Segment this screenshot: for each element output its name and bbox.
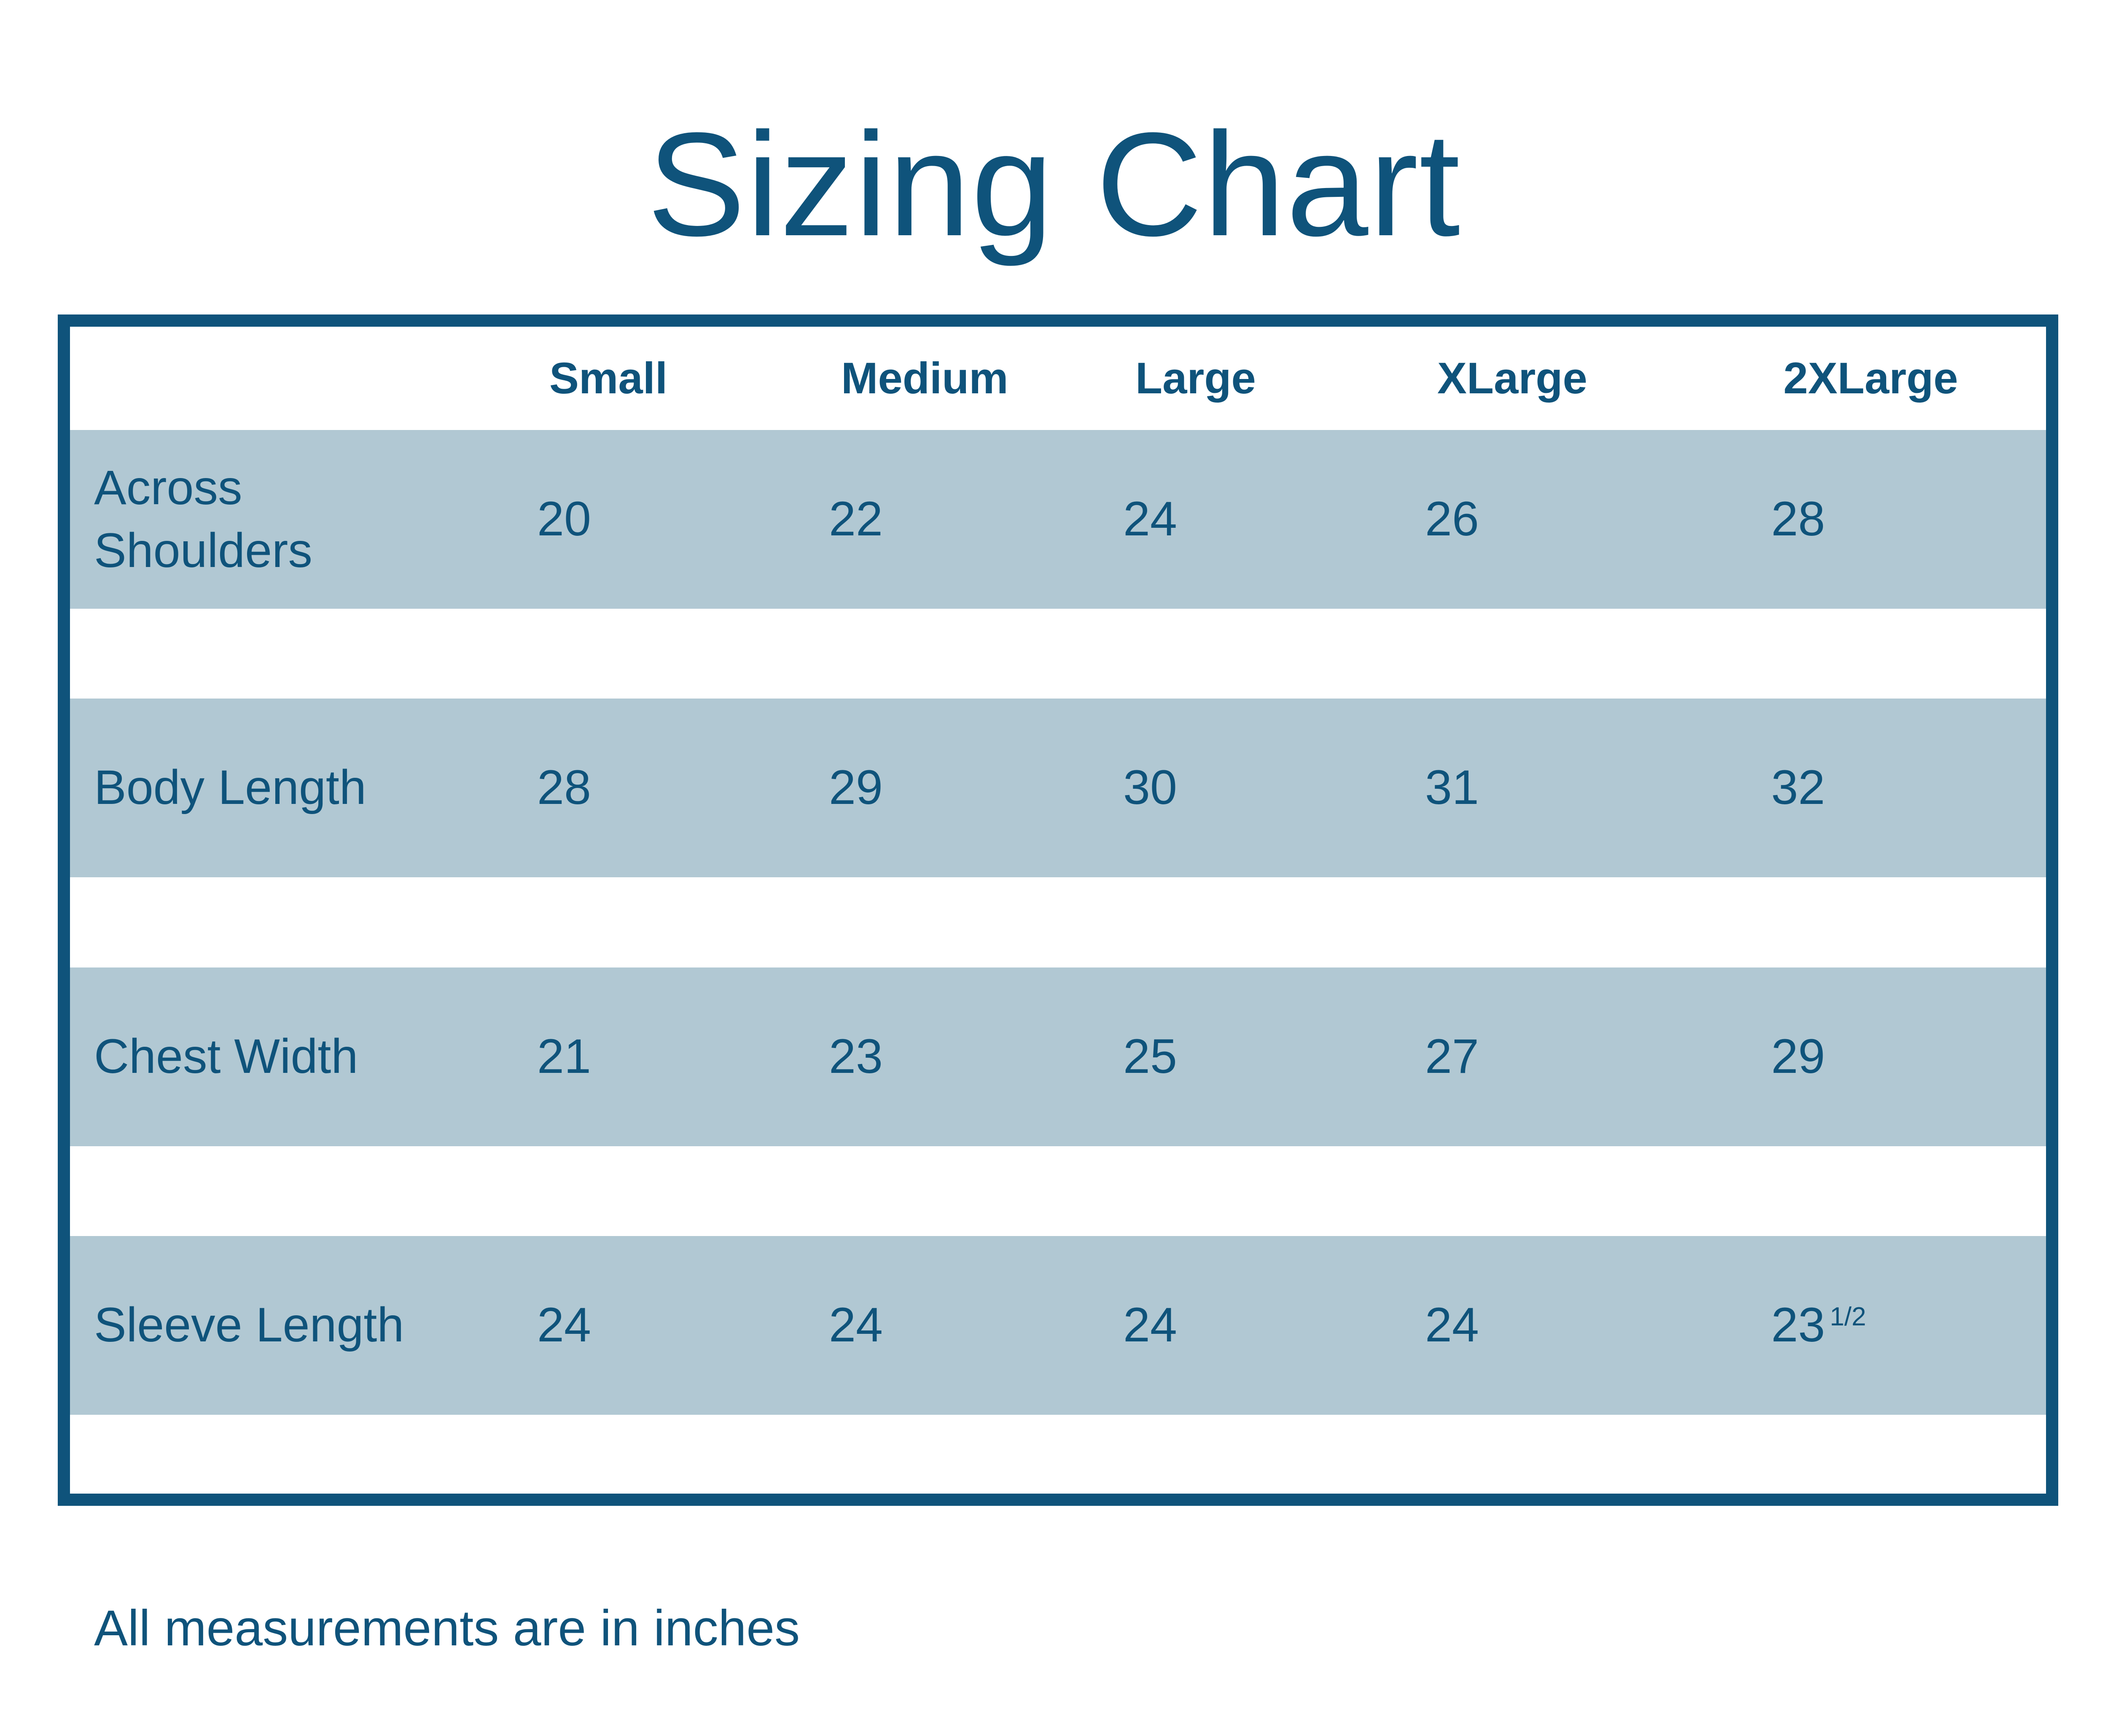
table-row-chest-width: Chest Width 21 23 25 27 29 <box>70 967 2046 1146</box>
value-cell: 22 <box>829 492 883 546</box>
row-spacer <box>70 877 2046 967</box>
value-cell: 25 <box>1123 1029 1177 1084</box>
value-cell: 28 <box>537 761 591 815</box>
column-header-xlarge: XLarge <box>1437 353 1587 403</box>
value-cell: 23 <box>829 1029 883 1084</box>
units-note: All measurements are in inches <box>94 1600 800 1656</box>
column-header-large: Large <box>1135 353 1256 403</box>
value-cell-with-fraction: 23 1/2 <box>1769 1294 2046 1357</box>
value-cell: 26 <box>1425 492 1479 546</box>
fraction-superscript: 1/2 <box>1830 1302 1866 1331</box>
row-label: Sleeve Length <box>94 1298 404 1352</box>
value-cell: 24 <box>1123 1298 1177 1352</box>
value-cell: 29 <box>1771 1029 1825 1084</box>
column-header-medium: Medium <box>841 353 1008 403</box>
value-cell: 31 <box>1425 761 1479 815</box>
row-label: Across Shoulders <box>94 460 312 578</box>
value-cell: 20 <box>537 492 591 546</box>
value-cell: 24 <box>537 1298 591 1352</box>
row-spacer <box>70 1146 2046 1236</box>
table-row-sleeve-length: Sleeve Length 24 24 24 24 23 1/2 <box>70 1236 2046 1415</box>
sizing-table: Small Medium Large XLarge 2XLarge Across… <box>58 314 2058 1506</box>
row-spacer <box>70 609 2046 699</box>
table-row-body-length: Body Length 28 29 30 31 32 <box>70 699 2046 877</box>
page-title: Sizing Chart <box>647 102 1461 267</box>
value-cell: 32 <box>1771 761 1825 815</box>
value-cell: 21 <box>537 1029 591 1084</box>
value-cell: 27 <box>1425 1029 1479 1084</box>
header-row: Small Medium Large XLarge 2XLarge <box>70 327 2046 430</box>
table-row-across-shoulders: Across Shoulders 20 22 24 26 28 <box>70 430 2046 609</box>
column-header-small: Small <box>549 353 668 403</box>
value-cell: 30 <box>1123 761 1177 815</box>
row-label: Chest Width <box>94 1029 358 1084</box>
value-cell: 24 <box>1123 492 1177 546</box>
row-label: Body Length <box>94 761 366 815</box>
column-header-2xlarge: 2XLarge <box>1783 353 1958 403</box>
value-cell: 28 <box>1771 492 1825 546</box>
value-cell: 29 <box>829 761 883 815</box>
value-cell: 24 <box>829 1298 883 1352</box>
value-cell: 24 <box>1425 1298 1479 1352</box>
value-main: 23 <box>1771 1298 1825 1352</box>
